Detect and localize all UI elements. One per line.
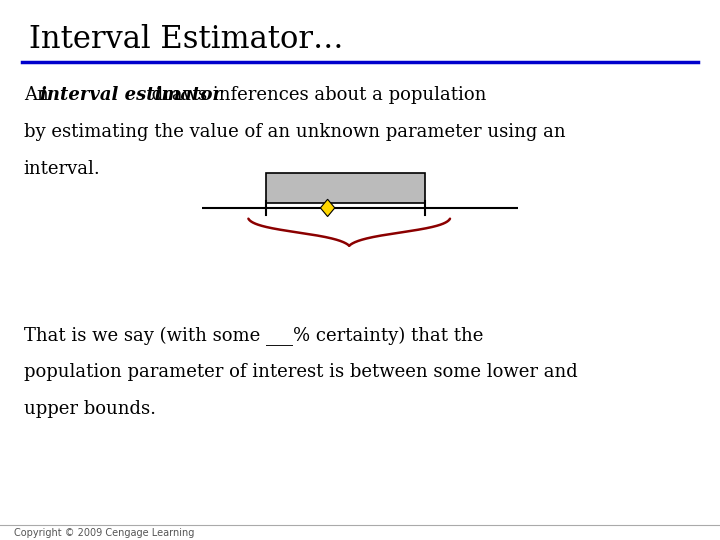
Text: upper bounds.: upper bounds. bbox=[24, 400, 156, 418]
Text: An: An bbox=[24, 86, 54, 104]
Text: That is we say (with some ___% certainty) that the: That is we say (with some ___% certainty… bbox=[24, 327, 483, 346]
Text: draws inferences about a population: draws inferences about a population bbox=[146, 86, 487, 104]
Text: population parameter of interest is between some lower and: population parameter of interest is betw… bbox=[24, 363, 577, 381]
Text: Copyright © 2009 Cengage Learning: Copyright © 2009 Cengage Learning bbox=[14, 528, 195, 538]
Text: interval.: interval. bbox=[24, 160, 101, 178]
Bar bbox=[266, 173, 425, 202]
Text: Interval Estimator…: Interval Estimator… bbox=[29, 24, 343, 55]
Polygon shape bbox=[320, 199, 335, 217]
Text: by estimating the value of an unknown parameter using an: by estimating the value of an unknown pa… bbox=[24, 123, 565, 141]
Text: interval estimator: interval estimator bbox=[40, 86, 222, 104]
